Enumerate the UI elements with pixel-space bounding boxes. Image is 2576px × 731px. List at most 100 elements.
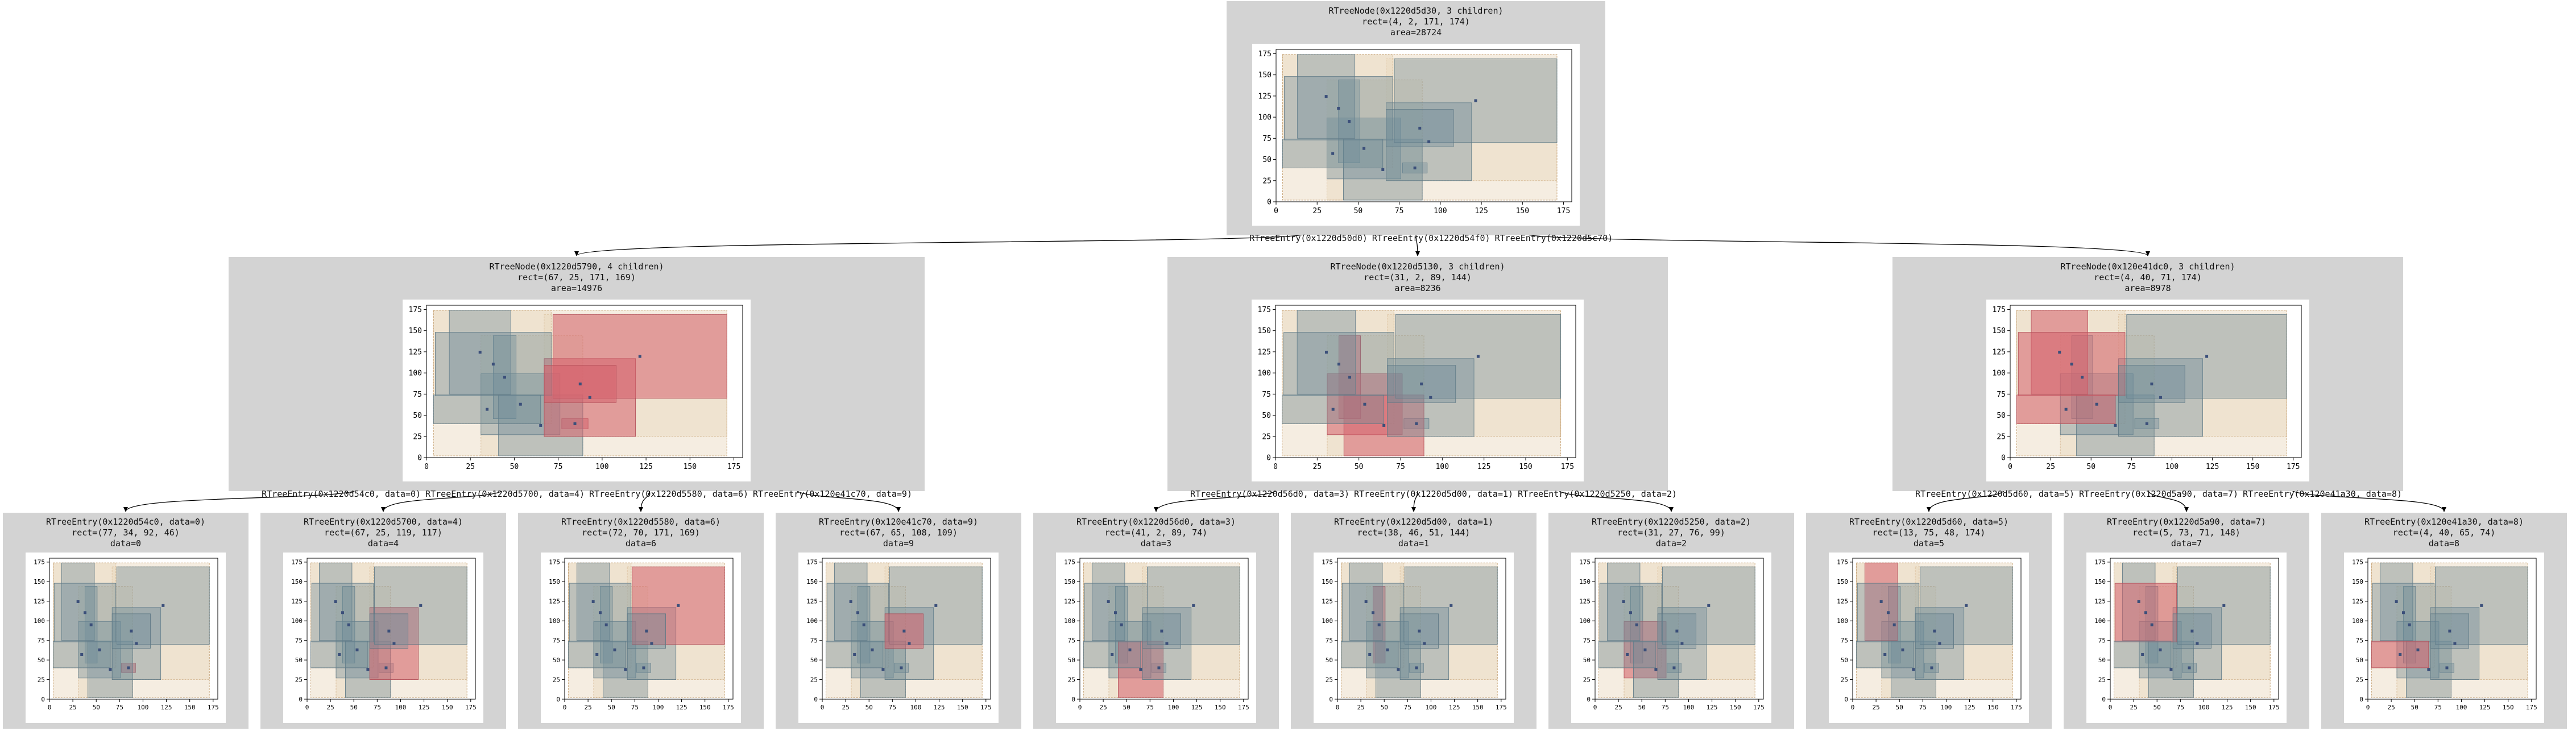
leaf-2-data: data=6 [625,538,657,549]
entry-point-6 [1707,604,1711,607]
y-tick-label: 0 [814,696,818,703]
x-tick-label: 150 [1987,704,1999,711]
entry-point-4 [135,642,138,645]
entry-point-2 [519,402,522,406]
entry-point-0 [2145,422,2148,425]
x-tick-label: 75 [554,463,563,471]
entry-point-6 [161,604,165,607]
y-tick-label: 75 [413,391,422,399]
y-tick-label: 25 [1068,676,1075,683]
entry-point-2 [1643,648,1647,651]
entry-point-3 [624,668,627,671]
x-tick-label: 50 [510,463,519,471]
leaf-5-plot: 0 0 25 25 50 50 75 75 100 100 125 125 150 150 175 175 [1314,553,1514,723]
entry-point-3 [1139,668,1142,671]
x-tick-label: 150 [699,704,711,711]
entry-point-4 [2159,396,2163,399]
y-tick-label: 125 [1258,92,1272,101]
entry-point-3 [366,668,370,671]
leaf-node-data-1: RTreeEntry(0x1220d5d00, data=1) rect=(38… [1291,513,1537,729]
plot-area [1079,558,1249,700]
leaf-1-title: RTreeEntry(0x1220d5700, data=4) rect=(67… [260,517,506,549]
x-tick-label: 0 [1593,704,1597,711]
y-tick-label: 100 [1837,617,1848,625]
plot-area [2367,558,2537,700]
x-tick-label: 25 [1313,463,1322,471]
entry-point-3 [2114,423,2117,427]
y-tick-label: 25 [295,676,303,683]
mid-node-1-rect: rect=(31, 2, 89, 144) [1364,272,1472,283]
entry-point-1 [604,623,608,626]
entry-point-4 [392,642,396,645]
entry-point-4 [908,642,911,645]
y-tick-label: 100 [1322,617,1333,625]
y-tick-label: 25 [1841,676,1848,683]
entry-point-2 [355,648,359,651]
y-tick-label: 75 [553,637,560,645]
entry-point-3 [1912,668,1915,671]
entry-point-1 [1348,376,1352,379]
y-tick-label: 150 [1064,578,1075,585]
entry-point-6 [1965,604,1968,607]
entry-point-5 [1622,600,1625,603]
y-tick-label: 100 [1993,369,2006,378]
x-tick-label: 75 [1919,704,1927,711]
leaf-4-rect: rect=(41, 2, 89, 74) [1104,527,1208,538]
entry-point-9 [2448,629,2451,633]
leaf-2-title: RTreeEntry(0x1220d5580, data=6) rect=(72… [518,517,764,549]
entry-point-9 [2190,629,2194,633]
y-tick-label: 25 [413,433,422,441]
entry-point-3 [881,668,885,671]
y-tick-label: 75 [1326,637,1333,645]
x-tick-label: 25 [2130,704,2137,711]
mid-node-2-entry-1: RTreeEntry(0x1220d5a90, data=7) [2079,489,2239,499]
y-tick-label: 0 [1071,696,1075,703]
x-tick-label: 25 [466,463,475,471]
y-tick-label: 25 [1326,676,1333,683]
leaf-6-data: data=2 [1655,538,1687,549]
entry-point-2 [871,648,874,651]
entry-point-3 [2427,668,2430,671]
y-tick-label: 175 [1064,559,1075,566]
leaf-9-id: RTreeEntry(0x120e41a30, data=8) [2364,517,2524,527]
entry-point-6 [638,355,641,358]
entry-point-0 [1157,666,1161,670]
entry-point-7 [1886,611,1890,614]
x-tick-label: 125 [419,704,430,711]
entry-point-8 [2064,408,2068,411]
x-tick-label: 100 [1434,207,1447,215]
leaf-9-plot: 0 0 25 25 50 50 75 75 100 100 125 125 150 150 175 175 [2344,553,2544,723]
leaf-3-rect: rect=(67, 65, 108, 109) [839,527,958,538]
entry-point-5 [1107,600,1110,603]
leaf-node-data-7: RTreeEntry(0x1220d5a90, data=7) rect=(5,… [2064,513,2309,729]
y-tick-label: 75 [2098,637,2106,645]
x-tick-label: 175 [2526,704,2537,711]
leaf-7-rect: rect=(13, 75, 48, 174) [1872,527,1986,538]
entry-point-4 [1429,396,1432,399]
y-tick-label: 0 [1267,198,1272,207]
y-tick-label: 150 [409,327,422,335]
entry-point-5 [1324,95,1328,98]
x-tick-label: 0 [1274,207,1278,215]
mid-node-2-rect: rect=(4, 40, 71, 174) [2094,272,2202,283]
y-tick-label: 75 [295,637,303,645]
leaf-3-plot: 0 0 25 25 50 50 75 75 100 100 125 125 150 150 175 175 [798,553,999,723]
y-tick-label: 25 [1262,433,1271,441]
mid-node-2: RTreeNode(0x120e41dc0, 3 children) rect=… [1892,257,2403,499]
entry-point-5 [2395,600,2398,603]
y-tick-label: 75 [2356,637,2363,645]
entry-point-7 [598,611,602,614]
x-tick-label: 150 [442,704,453,711]
entry-point-9 [1418,629,1421,633]
x-tick-label: 0 [1273,463,1278,471]
entry-point-3 [1654,668,1658,671]
x-tick-label: 0 [2109,704,2113,711]
y-tick-label: 125 [1993,348,2006,356]
entry-point-0 [573,422,577,425]
entry-point-6 [2205,355,2209,358]
entry-point-8 [2141,653,2144,656]
y-tick-label: 100 [806,617,818,625]
entry-point-0 [1930,666,1933,670]
y-tick-label: 175 [409,306,422,314]
entry-point-9 [645,629,648,633]
